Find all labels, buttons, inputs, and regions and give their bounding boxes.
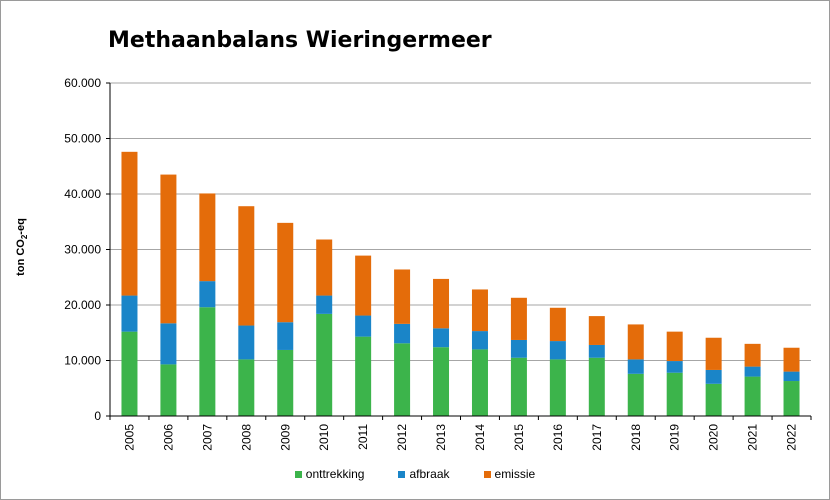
bar-onttrekking [744, 376, 761, 416]
bar-afbraak [588, 344, 605, 358]
x-tick-label: 2009 [278, 424, 292, 451]
bar-afbraak [160, 323, 177, 365]
bar-emissie [121, 151, 138, 296]
bar-afbraak [238, 325, 255, 360]
chart-title: Methaanbalans Wieringermeer [108, 28, 492, 53]
x-tick-label: 2015 [512, 424, 526, 451]
bar-onttrekking [433, 347, 450, 416]
bar-afbraak [471, 331, 488, 350]
bar-onttrekking [705, 383, 722, 416]
y-tick-label: 10.000 [64, 354, 101, 368]
x-tick-label: 2010 [317, 424, 331, 451]
legend-label: emissie [494, 467, 536, 481]
bar-onttrekking [510, 357, 527, 416]
x-tick-label: 2005 [122, 424, 136, 451]
bar-afbraak [199, 281, 216, 308]
x-tick-label: 2011 [356, 424, 370, 450]
bar-emissie [277, 222, 294, 323]
bar-onttrekking [238, 359, 255, 416]
bar-afbraak [394, 323, 411, 344]
x-tick-label: 2013 [434, 424, 448, 451]
bar-emissie [549, 307, 566, 342]
bar-emissie [433, 278, 450, 329]
bar-onttrekking [121, 331, 138, 416]
bar-emissie [355, 255, 372, 316]
bar-emissie [471, 289, 488, 332]
x-tick-label: 2019 [668, 424, 682, 451]
bar-onttrekking [627, 373, 644, 416]
y-tick-label: 50.000 [64, 132, 101, 146]
x-tick-label: 2017 [590, 424, 604, 451]
x-tick-label: 2016 [551, 424, 565, 451]
bar-onttrekking [355, 336, 372, 416]
bar-onttrekking [783, 381, 800, 416]
x-tick-label: 2007 [200, 424, 214, 451]
x-tick-label: 2008 [239, 424, 253, 451]
bar-onttrekking [471, 349, 488, 416]
bar-emissie [160, 174, 177, 324]
legend: onttrekking afbraak emissie [0, 467, 830, 481]
x-tick-label: 2022 [785, 424, 799, 451]
bar-afbraak [744, 366, 761, 377]
legend-item-afbraak: afbraak [398, 467, 450, 481]
bar-afbraak [355, 315, 372, 337]
legend-label: onttrekking [305, 467, 365, 481]
x-tick-label: 2020 [707, 424, 721, 451]
bar-onttrekking [549, 359, 566, 416]
x-tick-label: 2018 [629, 424, 643, 451]
legend-label: afbraak [409, 467, 450, 481]
y-tick-label: 30.000 [64, 243, 101, 257]
bar-afbraak [627, 359, 644, 374]
bar-afbraak [510, 339, 527, 358]
bar-onttrekking [277, 349, 294, 416]
bar-afbraak [666, 361, 683, 373]
legend-item-onttrekking: onttrekking [294, 467, 365, 481]
bar-emissie [588, 316, 605, 345]
x-tick-label: 2012 [395, 424, 409, 451]
bar-onttrekking [394, 343, 411, 416]
bar-afbraak [549, 341, 566, 360]
y-tick-label: 20.000 [64, 298, 101, 312]
bar-afbraak [705, 369, 722, 384]
bar-afbraak [783, 371, 800, 382]
bar-emissie [705, 337, 722, 370]
x-tick-label: 2014 [473, 424, 487, 451]
y-tick-label: 0 [94, 409, 101, 423]
bar-emissie [238, 206, 255, 326]
bar-onttrekking [588, 357, 605, 416]
bar-onttrekking [160, 364, 177, 416]
y-tick-label: 60.000 [64, 76, 101, 90]
bar-emissie [627, 324, 644, 360]
bar-onttrekking [199, 307, 216, 416]
bar-emissie [394, 269, 411, 324]
legend-item-emissie: emissie [483, 467, 536, 481]
legend-swatch [398, 470, 406, 478]
bar-emissie [783, 347, 800, 372]
bar-afbraak [121, 295, 138, 332]
legend-swatch [483, 470, 491, 478]
y-tick-label: 40.000 [64, 187, 101, 201]
bar-emissie [316, 239, 333, 296]
legend-swatch [294, 470, 302, 478]
bar-emissie [744, 343, 761, 367]
bar-afbraak [277, 322, 294, 350]
bar-emissie [199, 193, 216, 282]
x-tick-label: 2021 [746, 424, 760, 451]
bar-emissie [666, 331, 683, 362]
bar-afbraak [316, 295, 333, 314]
x-tick-label: 2006 [161, 424, 175, 451]
bar-onttrekking [316, 313, 333, 416]
bar-emissie [510, 297, 527, 340]
bar-afbraak [433, 328, 450, 348]
bar-onttrekking [666, 372, 683, 416]
